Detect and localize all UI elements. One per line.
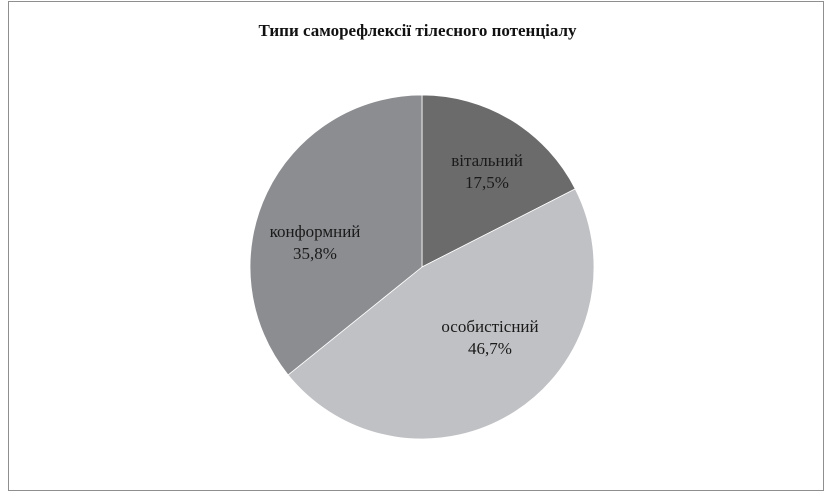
slice-label-2: особистісний	[441, 317, 538, 336]
slice-value-3: 35,8%	[293, 244, 337, 263]
chart-title: Типи саморефлексії тілесного потенціалу	[258, 21, 577, 40]
pie-slice-3	[249, 94, 423, 376]
pie-slice-1	[421, 94, 576, 268]
slice-value-2: 46,7%	[468, 339, 512, 358]
slice-value-1: 17,5%	[465, 173, 509, 192]
slice-label-3: конформний	[270, 222, 361, 241]
pie-slice-2	[287, 188, 595, 440]
slice-label-1: вітальний	[451, 151, 523, 170]
